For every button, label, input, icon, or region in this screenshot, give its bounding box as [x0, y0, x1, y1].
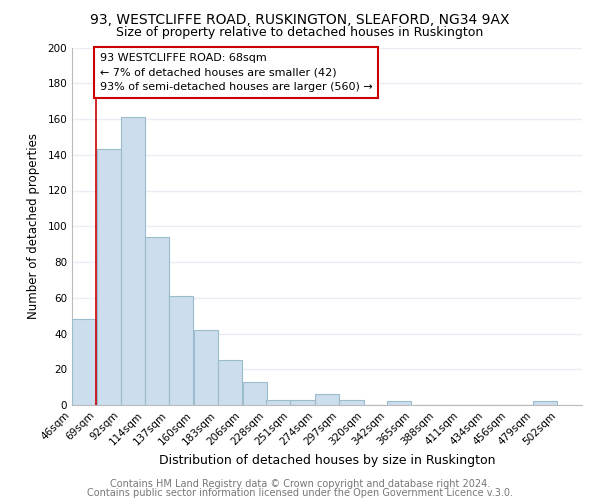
Bar: [145, 237, 169, 405]
Bar: [533, 402, 557, 405]
Bar: [97, 150, 121, 405]
Bar: [242, 382, 266, 405]
Text: Size of property relative to detached houses in Ruskington: Size of property relative to detached ho…: [116, 26, 484, 39]
Bar: [290, 400, 314, 405]
Text: Contains public sector information licensed under the Open Government Licence v.: Contains public sector information licen…: [87, 488, 513, 498]
Bar: [315, 394, 339, 405]
Bar: [169, 296, 193, 405]
X-axis label: Distribution of detached houses by size in Ruskington: Distribution of detached houses by size …: [159, 454, 495, 466]
Bar: [340, 400, 364, 405]
Bar: [388, 402, 412, 405]
Text: 93, WESTCLIFFE ROAD, RUSKINGTON, SLEAFORD, NG34 9AX: 93, WESTCLIFFE ROAD, RUSKINGTON, SLEAFOR…: [90, 12, 510, 26]
Bar: [218, 360, 242, 405]
Bar: [121, 117, 145, 405]
Text: 93 WESTCLIFFE ROAD: 68sqm
← 7% of detached houses are smaller (42)
93% of semi-d: 93 WESTCLIFFE ROAD: 68sqm ← 7% of detach…: [100, 53, 373, 92]
Y-axis label: Number of detached properties: Number of detached properties: [28, 133, 40, 320]
Text: Contains HM Land Registry data © Crown copyright and database right 2024.: Contains HM Land Registry data © Crown c…: [110, 479, 490, 489]
Bar: [72, 319, 97, 405]
Bar: [266, 400, 290, 405]
Bar: [194, 330, 218, 405]
